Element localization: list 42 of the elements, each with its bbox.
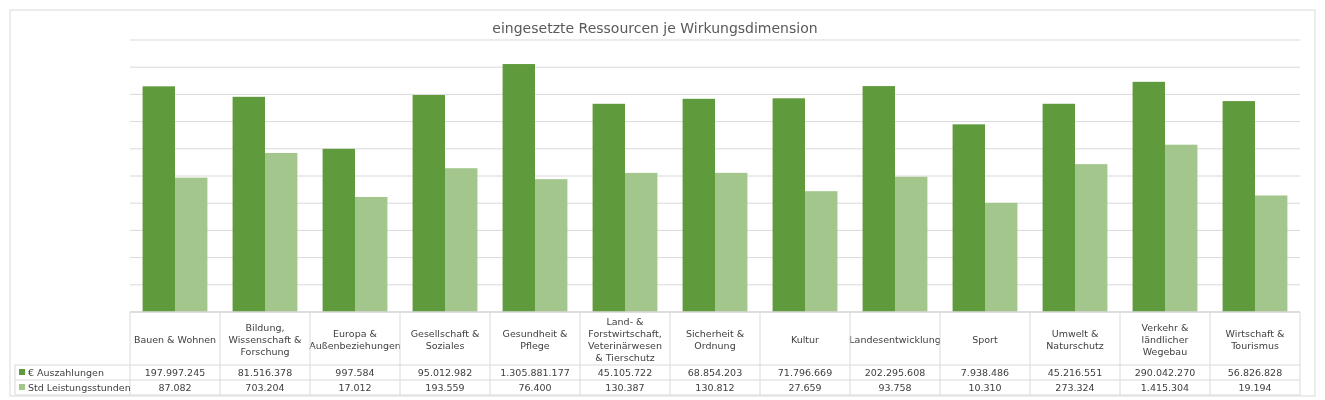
- legend-label: Std Leistungsstunden: [28, 382, 131, 393]
- data-label: 273.324: [1055, 382, 1095, 393]
- x-tick-label: Verkehr & ländlicher Wegebau: [1141, 321, 1190, 357]
- data-label: 93.758: [878, 382, 912, 393]
- data-label: 997.584: [335, 367, 375, 378]
- data-label: 45.105.722: [597, 367, 653, 378]
- x-tick-label: Bauen & Wohnen: [133, 333, 217, 345]
- data-label: 45.216.551: [1047, 367, 1103, 378]
- data-label: 19.194: [1238, 382, 1272, 393]
- data-label: 87.082: [158, 382, 192, 393]
- x-tick-label: Sport: [972, 333, 999, 345]
- data-label: 197.997.245: [144, 367, 206, 378]
- x-tick-label: Kultur: [790, 333, 820, 345]
- x-tick-label: Landesentwicklung: [849, 333, 941, 345]
- data-label: 76.400: [518, 382, 552, 393]
- chart-title: eingesetzte Ressourcen je Wirkungsdimension: [492, 20, 818, 36]
- data-label: 1.305.881.177: [500, 367, 570, 378]
- data-label: 56.826.828: [1227, 367, 1283, 378]
- data-label: 7.938.486: [960, 367, 1010, 378]
- x-tick-label: Gesellschaft & Soziales: [410, 327, 480, 351]
- data-label: 202.295.608: [864, 367, 926, 378]
- data-label: 1.415.304: [1140, 382, 1190, 393]
- x-tick-label: Gesundheit & Pflege: [502, 327, 569, 351]
- x-tick-label: Bildung, Wissenschaft & Forschung: [228, 321, 303, 357]
- data-label: 193.559: [425, 382, 465, 393]
- data-label: 17.012: [338, 382, 372, 393]
- data-label: 27.659: [788, 382, 822, 393]
- data-label: 130.387: [605, 382, 645, 393]
- x-tick-label: Wirtschaft & Tourismus: [1225, 327, 1285, 351]
- x-tick-label: Land- & Forstwirtschaft, Veterinärwesen & Tierschutz: [588, 315, 662, 363]
- data-label: 81.516.378: [237, 367, 293, 378]
- data-label: 95.012.982: [417, 367, 473, 378]
- data-label: 290.042.270: [1134, 367, 1196, 378]
- data-label: 10.310: [968, 382, 1002, 393]
- data-label: 703.204: [245, 382, 285, 393]
- x-tick-label: Europa & Außenbeziehungen: [309, 327, 401, 351]
- data-label: 130.812: [695, 382, 735, 393]
- data-label: 68.854.203: [687, 367, 743, 378]
- x-tick-label: Sicherheit & Ordnung: [685, 327, 745, 351]
- data-label: 71.796.669: [777, 367, 833, 378]
- x-tick-label: Umwelt & Naturschutz: [1046, 327, 1104, 351]
- legend-label: € Auszahlungen: [28, 367, 104, 378]
